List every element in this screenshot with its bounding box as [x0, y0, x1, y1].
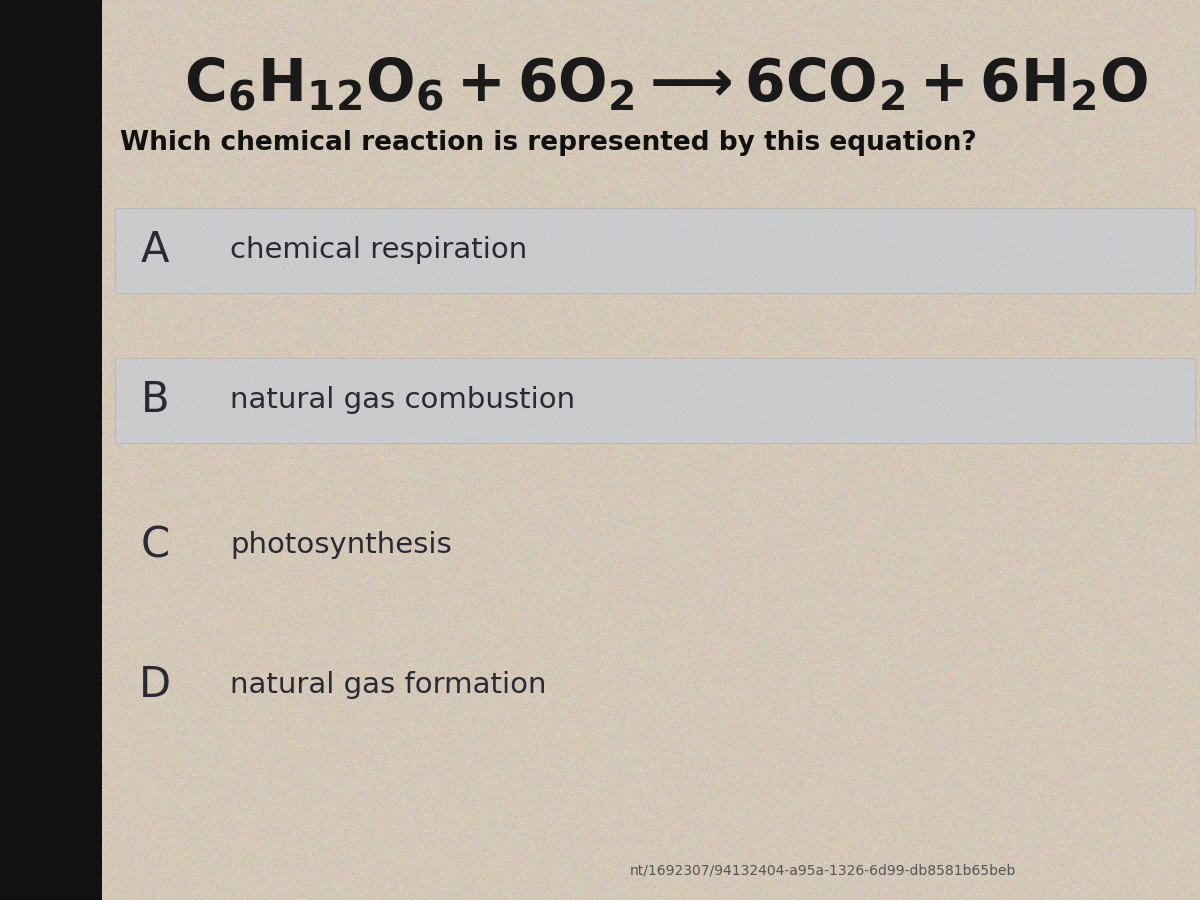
Text: chemical respiration: chemical respiration: [230, 236, 527, 264]
Text: $\mathbf{C_6H_{12}O_6 + 6O_2 \longrightarrow 6CO_2 + 6H_2O}$: $\mathbf{C_6H_{12}O_6 + 6O_2 \longrighta…: [184, 55, 1148, 112]
Bar: [0, 0, 102, 900]
Text: Which chemical reaction is represented by this equation?: Which chemical reaction is represented b…: [120, 130, 977, 156]
Text: natural gas combustion: natural gas combustion: [230, 386, 575, 414]
Text: D: D: [139, 664, 172, 706]
Bar: [115, 208, 1195, 292]
Text: A: A: [140, 229, 169, 271]
Text: B: B: [140, 379, 169, 421]
Text: C: C: [140, 524, 169, 566]
Text: photosynthesis: photosynthesis: [230, 531, 451, 559]
Text: nt/1692307/94132404-a95a-1326-6d99-db8581b65beb: nt/1692307/94132404-a95a-1326-6d99-db858…: [630, 864, 1016, 878]
Text: natural gas formation: natural gas formation: [230, 671, 546, 699]
Bar: [115, 357, 1195, 443]
